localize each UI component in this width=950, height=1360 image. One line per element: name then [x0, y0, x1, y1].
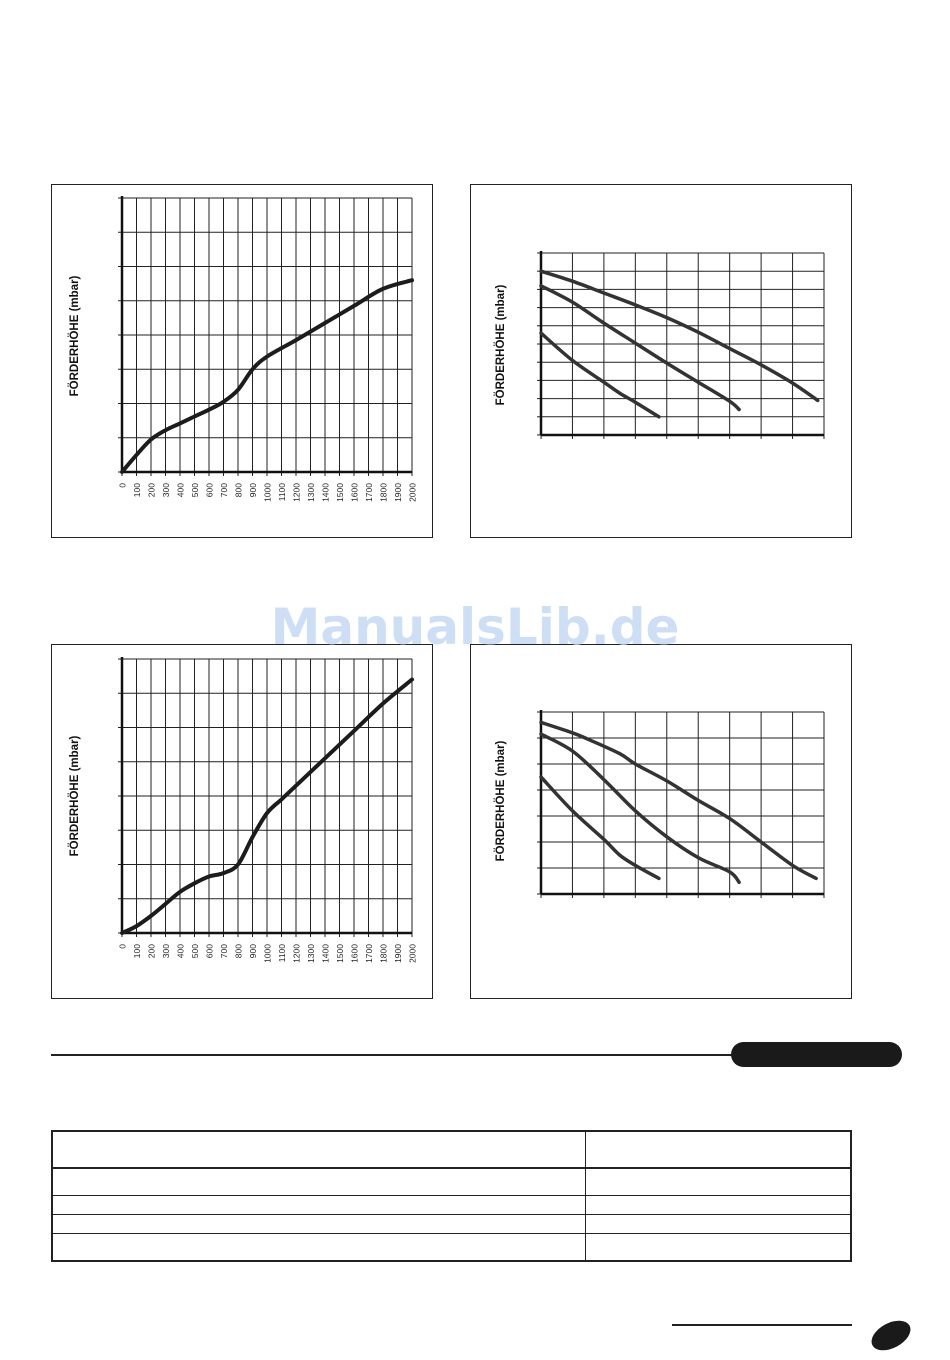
series-line-1 — [539, 269, 820, 403]
chart-panel-bottom-left: FÖRDERHÖHE (mbar) 0 100 200 300 400 500 600 700 8… — [51, 644, 433, 999]
chart-panel-bottom-right: FÖRDERHÖHE (mbar) — [470, 644, 852, 999]
x-tick-label: 2000 — [408, 944, 418, 963]
x-tick-label: 1800 — [379, 483, 389, 502]
table-cell — [585, 1195, 852, 1216]
table-cell — [51, 1214, 586, 1234]
x-tick-label: 1300 — [306, 483, 316, 502]
grid — [537, 252, 825, 439]
chart-panel-top-right: FÖRDERHÖHE (mbar) — [470, 184, 852, 538]
x-tick-label: 1700 — [364, 944, 374, 963]
footer-rule — [672, 1324, 852, 1326]
x-tick-label: 1400 — [321, 483, 331, 502]
x-tick-label: 700 — [219, 483, 229, 497]
x-tick-label: 2000 — [408, 483, 418, 502]
x-tick-label: 200 — [147, 944, 157, 958]
x-tick-label: 1500 — [335, 944, 345, 963]
table-cell — [585, 1214, 852, 1234]
x-tick-label: 1900 — [393, 944, 403, 963]
x-tick-label: 900 — [248, 483, 258, 497]
table-cell — [585, 1167, 852, 1197]
section-tab-pill — [731, 1042, 902, 1067]
series-line-3 — [539, 775, 661, 881]
x-tick-label: 800 — [234, 483, 244, 497]
table-row — [51, 1214, 852, 1234]
table-cell — [585, 1130, 852, 1170]
x-tick-label: 300 — [161, 483, 171, 497]
chart-top-right: FÖRDERHÖHE (mbar) — [494, 251, 825, 439]
chart-bottom-right: FÖRDERHÖHE (mbar) — [494, 710, 825, 898]
x-tick-label: 1000 — [263, 944, 273, 963]
table-row — [51, 1167, 852, 1197]
x-tick-label: 1400 — [321, 944, 331, 963]
x-tick-label: 400 — [176, 944, 186, 958]
chart-top-left: FÖRDERHÖHE (mbar) 0 100 200 300 400 500 600 700 8… — [68, 196, 418, 502]
table-cell — [51, 1195, 586, 1216]
series-line-1 — [120, 677, 414, 935]
grid — [118, 658, 413, 937]
x-tick-label: 1000 — [263, 483, 273, 502]
spec-table — [51, 1130, 852, 1262]
table-header-row — [51, 1130, 852, 1170]
x-tick-label: 800 — [234, 944, 244, 958]
chart-panel-top-left: FÖRDERHÖHE (mbar) 0 100 200 300 400 500 600 700 8… — [51, 184, 433, 538]
x-tick-label: 1600 — [350, 944, 360, 963]
table-cell — [51, 1167, 586, 1197]
x-tick-label: 1500 — [335, 483, 345, 502]
table-row — [51, 1195, 852, 1216]
x-tick-label: 0 — [118, 483, 128, 488]
x-tick-label: 1800 — [379, 944, 389, 963]
x-tick-label: 200 — [147, 483, 157, 497]
x-tick-label: 1200 — [292, 944, 302, 963]
series-line-2 — [539, 284, 741, 412]
x-tick-label: 1300 — [306, 944, 316, 963]
x-tick-label: 1900 — [393, 483, 403, 502]
page-number-badge — [866, 1314, 916, 1357]
x-tick-label: 500 — [190, 944, 200, 958]
y-axis-label: FÖRDERHÖHE (mbar) — [494, 740, 507, 861]
x-tick-label: 400 — [176, 483, 186, 497]
x-tick-label: 1600 — [350, 483, 360, 502]
x-tick-label: 0 — [118, 944, 128, 949]
chart-bottom-left: FÖRDERHÖHE (mbar) 0 100 200 300 400 500 600 700 8… — [68, 657, 418, 963]
x-tick-label: 600 — [205, 944, 215, 958]
x-tick-label: 1100 — [277, 483, 287, 502]
grid — [118, 197, 413, 476]
x-tick-label: 600 — [205, 483, 215, 497]
table-cell — [51, 1232, 586, 1262]
x-tick-label: 1700 — [364, 483, 374, 502]
y-axis-label: FÖRDERHÖHE (mbar) — [68, 735, 81, 856]
table-cell — [51, 1130, 586, 1170]
x-tick-label: 1200 — [292, 483, 302, 502]
x-tick-label: 100 — [132, 483, 142, 497]
watermark: ManualsLib.de — [270, 598, 680, 656]
x-tick-label: 700 — [219, 944, 229, 958]
grid — [537, 711, 825, 898]
x-tick-label: 500 — [190, 483, 200, 497]
table-cell — [585, 1232, 852, 1262]
y-axis-label: FÖRDERHÖHE (mbar) — [68, 275, 81, 396]
table-row — [51, 1232, 852, 1262]
series-line-2 — [539, 732, 741, 885]
series-line-3 — [539, 331, 661, 419]
series-line-1 — [120, 278, 414, 474]
x-tick-label: 1100 — [277, 944, 287, 963]
section-divider — [51, 1054, 735, 1056]
x-tick-label: 300 — [161, 944, 171, 958]
y-axis-label: FÖRDERHÖHE (mbar) — [494, 284, 507, 405]
series-line-1 — [539, 720, 818, 881]
x-tick-label: 900 — [248, 944, 258, 958]
x-tick-label: 100 — [132, 944, 142, 958]
